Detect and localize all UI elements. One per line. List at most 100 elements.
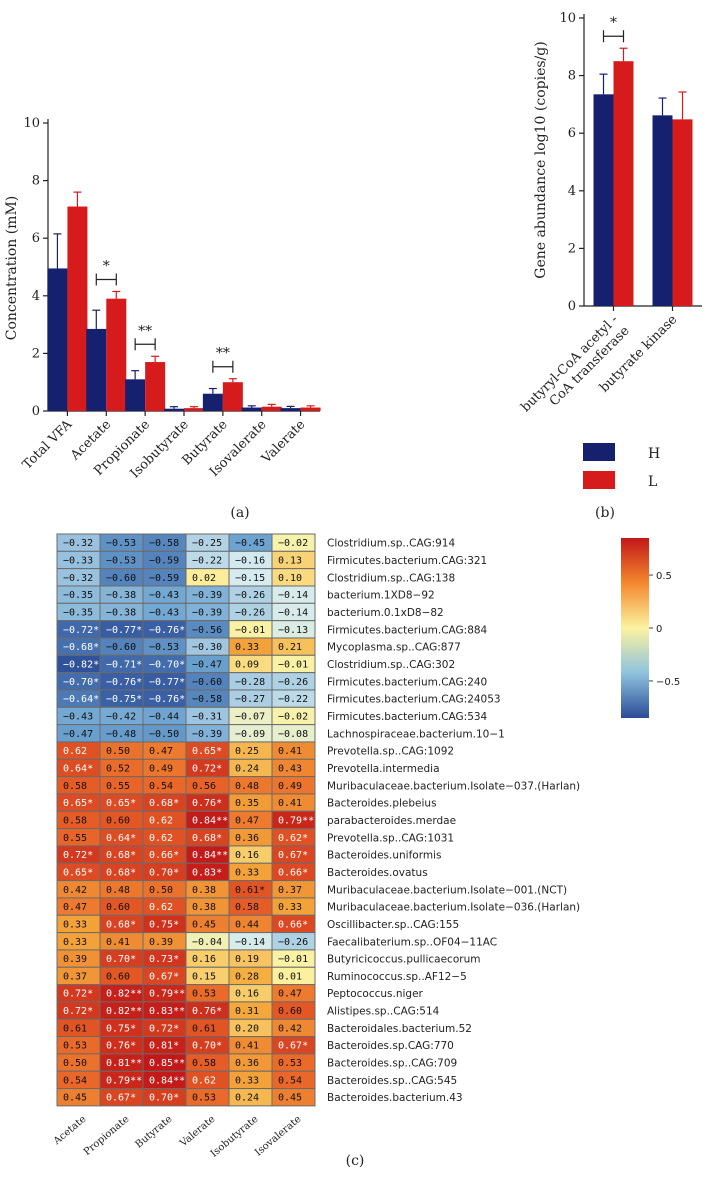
heatmap-cell-value: 0.54: [278, 1075, 302, 1086]
heatmap-cell-value: 0.67*: [149, 971, 179, 982]
heatmap-column-label: Isovalerate: [253, 1114, 303, 1159]
panel-a-bars: [47, 191, 321, 411]
heatmap-cell-value: 0.54: [149, 781, 173, 792]
heatmap-cell-value: 0.02: [192, 573, 216, 584]
heatmap-cell-value: 0.10: [278, 573, 302, 584]
heatmap-cell-value: 0.64*: [106, 833, 136, 844]
heatmap-cell-value: 0.41: [278, 798, 302, 809]
heatmap-cell-value: −0.70*: [63, 677, 99, 688]
heatmap-cell-value: 0.60: [278, 1006, 302, 1017]
a-y-tick-label: 4: [32, 289, 40, 304]
heatmap-cell-value: 0.65*: [63, 867, 93, 878]
heatmap-cell-value: −0.02: [278, 538, 308, 549]
heatmap-cell-value: 0.72*: [63, 989, 93, 1000]
heatmap-cell-value: −0.64*: [63, 694, 99, 705]
heatmap-cell-value: −0.38: [106, 607, 136, 618]
heatmap-cell-value: −0.77**: [106, 625, 148, 636]
heatmap-cell-value: 0.33: [235, 867, 259, 878]
heatmap-cell-value: 0.68*: [106, 919, 136, 930]
heatmap-cell-value: −0.76*: [149, 694, 185, 705]
heatmap-cell-value: −0.71*: [106, 659, 142, 670]
heatmap-row-label: Bacteroides.sp..CAG:709: [327, 1058, 457, 1070]
heatmap-cell-value: 0.50: [106, 746, 130, 757]
heatmap-cell-value: 0.72*: [63, 850, 93, 861]
heatmap-cell-value: 0.62: [149, 833, 173, 844]
panel-a-label: (a): [230, 505, 249, 521]
legend-swatch-h: [583, 443, 615, 461]
heatmap-cell-value: 0.48: [106, 885, 130, 896]
heatmap-cell-value: 0.67*: [106, 1093, 136, 1104]
heatmap-cell-value: −0.26: [278, 937, 308, 948]
heatmap-cell-value: 0.81**: [106, 1058, 142, 1069]
heatmap-cell-value: 0.39: [149, 937, 173, 948]
heatmap-cell-value: 0.68*: [106, 867, 136, 878]
heatmap-cell-value: 0.50: [149, 885, 173, 896]
heatmap-cell-value: 0.70*: [106, 954, 136, 965]
heatmap-cell-value: 0.37: [63, 971, 87, 982]
heatmap-row-label: Muribaculaceae.bacterium.Isolate−036.(Ha…: [327, 902, 580, 914]
b-y-tick-label: 0: [568, 299, 576, 314]
heatmap-row-label: Peptococcus.niger: [327, 988, 424, 1000]
heatmap-row-label: Lachnospiraceae.bacterium.10−1: [327, 728, 505, 740]
heatmap-cell-value: −0.43: [63, 711, 93, 722]
legend-swatch-l: [583, 471, 615, 489]
heatmap-cell-value: 0.33: [63, 919, 87, 930]
heatmap-cell-value: −0.07: [235, 711, 265, 722]
heatmap-cell-value: −0.01: [278, 954, 308, 965]
heatmap-column-label: Valerate: [177, 1114, 217, 1150]
heatmap-cell-value: −0.22: [278, 694, 308, 705]
panel-b-bars: [593, 47, 693, 307]
heatmap-cell-value: 0.24: [235, 1093, 259, 1104]
panel-a-significance: *****: [95, 258, 234, 373]
heatmap-cell-value: 0.20: [235, 1023, 259, 1034]
heatmap-cell-value: 0.83**: [149, 1006, 185, 1017]
b-bar-h: [593, 94, 614, 306]
heatmap-cell-value: 0.48: [235, 781, 259, 792]
heatmap-cell-value: −0.47: [63, 729, 93, 740]
heatmap-cell-value: −0.26: [235, 607, 265, 618]
heatmap-column-label: Propionate: [82, 1114, 132, 1158]
heatmap-cell-value: 0.75*: [106, 1023, 136, 1034]
heatmap-row-label: Prevotella.sp..CAG:1031: [327, 832, 454, 844]
heatmap-cell-value: 0.33: [235, 642, 259, 653]
heatmap-cell-value: 0.16: [235, 989, 259, 1000]
heatmap-cell-value: 0.62*: [278, 833, 308, 844]
heatmap-cell-value: 0.65*: [63, 798, 93, 809]
heatmap-cell-value: 0.73*: [149, 954, 179, 965]
heatmap-cell-value: 0.58: [192, 1058, 216, 1069]
heatmap-cell-value: 0.16: [235, 850, 259, 861]
heatmap-cell-value: 0.53: [278, 1058, 302, 1069]
heatmap-cell-value: 0.66*: [278, 919, 308, 930]
heatmap-cell-value: 0.44: [235, 919, 259, 930]
panel-b-bar-chart: Gene abundance log10 (copies/g) 0246810b…: [518, 11, 702, 521]
heatmap-cell-value: −0.60: [192, 677, 222, 688]
heatmap-cell-value: −0.26: [235, 590, 265, 601]
heatmap-cell-value: −0.68*: [63, 642, 99, 653]
heatmap-cell-value: −0.04: [192, 937, 222, 948]
heatmap-row-label: Bacteroides.plebeius: [327, 798, 437, 810]
heatmap-cell-value: −0.56: [192, 625, 222, 636]
heatmap-cell-value: 0.70*: [192, 1041, 222, 1052]
heatmap-cell-value: −0.60: [106, 642, 136, 653]
legend-label-h: H: [648, 446, 660, 462]
heatmap-cell-value: 0.72*: [192, 763, 222, 774]
heatmap-cell-value: 0.85**: [149, 1058, 185, 1069]
heatmap-cell-value: 0.64*: [63, 763, 93, 774]
heatmap-cell-value: 0.36: [235, 833, 259, 844]
heatmap-cell-value: −0.53: [106, 555, 136, 566]
heatmap-row-label: bacterium.0.1xD8−82: [327, 607, 444, 619]
heatmap-cell-value: 0.68*: [192, 833, 222, 844]
heatmap-cell-value: 0.76*: [106, 1041, 136, 1052]
b-y-tick-label: 10: [559, 11, 576, 26]
heatmap-row-labels: Clostridium.sp..CAG:914 Firmicutes.bacter…: [327, 538, 580, 1105]
heatmap-cell-value: −0.58: [192, 694, 222, 705]
heatmap-cell-value: 0.62: [192, 1075, 216, 1086]
colorbar-tick-label: 0: [656, 624, 662, 635]
heatmap-cell-value: −0.58: [149, 538, 179, 549]
heatmap-row-label: Muribaculaceae.bacterium.Isolate−001.(NC…: [327, 884, 567, 896]
heatmap-row-label: Bacteroides.uniformis: [327, 850, 441, 862]
a-bar-l: [106, 298, 127, 411]
heatmap-cell-value: 0.83*: [192, 867, 222, 878]
heatmap-cell-value: 0.13: [278, 555, 302, 566]
a-significance-label: **: [216, 346, 230, 362]
